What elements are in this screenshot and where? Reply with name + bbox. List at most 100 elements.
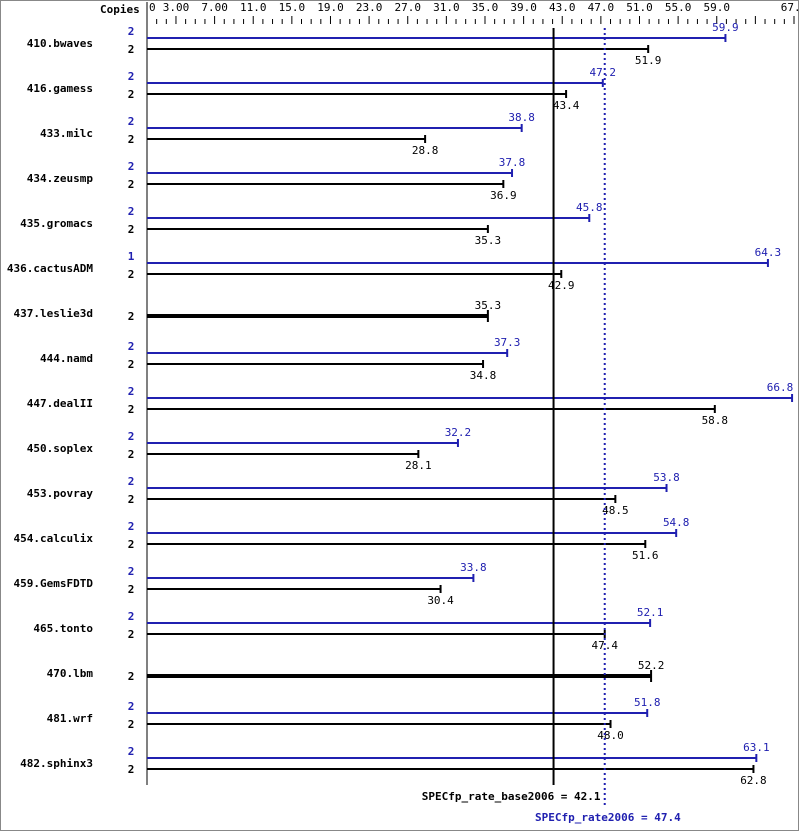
benchmark-row: 434.zeusmp 2 37.8 2 36.9 [27, 156, 526, 202]
base-value-label: 52.2 [638, 659, 665, 672]
x-tick-label: 27.0 [394, 1, 421, 14]
base-copies: 2 [128, 310, 135, 323]
x-tick-label: 67.0 [781, 1, 799, 14]
peak-copies: 2 [128, 340, 135, 353]
benchmark-label: 470.lbm [47, 667, 94, 680]
base-summary-label: SPECfp_rate_base2006 = 42.1 [422, 790, 601, 803]
benchmark-label: 453.povray [27, 487, 94, 500]
peak-copies: 2 [128, 475, 135, 488]
reference-lines: SPECfp_rate_base2006 = 42.1 SPECfp_rate20… [422, 28, 681, 824]
base-copies: 2 [128, 88, 135, 101]
base-bar [147, 314, 488, 318]
base-value-label: 30.4 [427, 594, 454, 607]
base-value-label: 42.9 [548, 279, 575, 292]
peak-value-label: 51.8 [634, 696, 661, 709]
benchmark-row: 454.calculix 2 54.8 2 51.6 [14, 516, 690, 562]
peak-value-label: 52.1 [637, 606, 664, 619]
base-copies: 2 [128, 583, 135, 596]
base-copies: 2 [128, 268, 135, 281]
peak-value-label: 59.9 [712, 21, 739, 34]
benchmark-label: 444.namd [40, 352, 93, 365]
peak-value-label: 53.8 [653, 471, 680, 484]
x-tick-label: 35.0 [472, 1, 499, 14]
base-copies: 2 [128, 223, 135, 236]
base-copies: 2 [128, 403, 135, 416]
peak-value-label: 33.8 [460, 561, 487, 574]
base-value-label: 51.9 [635, 54, 662, 67]
x-tick-label: 55.0 [665, 1, 692, 14]
peak-value-label: 64.3 [755, 246, 782, 259]
x-tick-label: 31.0 [433, 1, 460, 14]
peak-copies: 2 [128, 205, 135, 218]
benchmark-row: 459.GemsFDTD 2 33.8 2 30.4 [14, 561, 487, 607]
peak-copies: 2 [128, 745, 135, 758]
base-value-label: 48.0 [597, 729, 624, 742]
base-value-label: 51.6 [632, 549, 659, 562]
benchmark-row: 436.cactusADM 1 64.3 2 42.9 [7, 246, 781, 292]
x-tick-label: 47.0 [588, 1, 615, 14]
benchmark-row: 433.milc 2 38.8 2 28.8 [40, 111, 535, 157]
peak-copies: 2 [128, 385, 135, 398]
benchmark-label: 459.GemsFDTD [14, 577, 94, 590]
benchmark-label: 416.gamess [27, 82, 93, 95]
x-tick-label: 39.0 [510, 1, 537, 14]
peak-copies: 2 [128, 700, 135, 713]
benchmark-label: 481.wrf [47, 712, 93, 725]
base-value-label: 62.8 [740, 774, 767, 787]
peak-value-label: 45.8 [576, 201, 603, 214]
benchmark-label: 447.dealII [27, 397, 93, 410]
peak-copies: 2 [128, 520, 135, 533]
base-copies: 2 [128, 670, 135, 683]
x-tick-label: 43.0 [549, 1, 576, 14]
benchmark-row: 453.povray 2 53.8 2 48.5 [27, 471, 680, 517]
benchmark-label: 436.cactusADM [7, 262, 93, 275]
base-copies: 2 [128, 43, 135, 56]
benchmark-row: 470.lbm 2 52.2 [47, 659, 665, 683]
peak-summary-label: SPECfp_rate2006 = 47.4 [535, 811, 681, 824]
benchmark-row: 482.sphinx3 2 63.1 2 62.8 [20, 741, 769, 787]
x-tick-label: 51.0 [626, 1, 653, 14]
benchmark-label: 450.soplex [27, 442, 94, 455]
base-value-label: 28.1 [405, 459, 432, 472]
peak-value-label: 37.8 [499, 156, 526, 169]
base-copies: 2 [128, 448, 135, 461]
base-value-label: 43.4 [553, 99, 580, 112]
x-tick-label: 15.0 [279, 1, 306, 14]
x-tick-label: 11.0 [240, 1, 267, 14]
benchmark-row: 437.leslie3d 2 35.3 [14, 299, 502, 323]
peak-value-label: 54.8 [663, 516, 690, 529]
benchmark-row: 450.soplex 2 32.2 2 28.1 [27, 426, 471, 472]
base-value-label: 36.9 [490, 189, 517, 202]
base-copies: 2 [128, 628, 135, 641]
base-copies: 2 [128, 493, 135, 506]
x-tick-label: 3.00 [163, 1, 190, 14]
benchmark-label: 482.sphinx3 [20, 757, 93, 770]
peak-value-label: 47.2 [590, 66, 617, 79]
base-copies: 2 [128, 358, 135, 371]
benchmark-row: 447.dealII 2 66.8 2 58.8 [27, 381, 793, 427]
base-value-label: 35.3 [475, 299, 502, 312]
peak-copies: 2 [128, 25, 135, 38]
base-copies: 2 [128, 133, 135, 146]
benchmark-label: 410.bwaves [27, 37, 93, 50]
base-value-label: 48.5 [602, 504, 629, 517]
peak-value-label: 32.2 [445, 426, 472, 439]
peak-value-label: 38.8 [508, 111, 535, 124]
peak-value-label: 66.8 [767, 381, 794, 394]
peak-copies: 2 [128, 430, 135, 443]
x-tick-label: 7.00 [201, 1, 228, 14]
base-value-label: 35.3 [475, 234, 502, 247]
copies-header: Copies [100, 3, 140, 16]
x-tick-label: 59.0 [703, 1, 730, 14]
peak-value-label: 63.1 [743, 741, 770, 754]
peak-value-label: 37.3 [494, 336, 521, 349]
benchmark-label: 437.leslie3d [14, 307, 93, 320]
peak-copies: 2 [128, 565, 135, 578]
benchmark-row: 444.namd 2 37.3 2 34.8 [40, 336, 520, 382]
peak-copies: 2 [128, 115, 135, 128]
benchmark-label: 454.calculix [14, 532, 94, 545]
peak-copies: 2 [128, 160, 135, 173]
benchmark-label: 434.zeusmp [27, 172, 94, 185]
benchmark-rows: 410.bwaves 2 59.9 2 51.9 416.gamess 2 47.2 2 43.4… [7, 21, 793, 787]
